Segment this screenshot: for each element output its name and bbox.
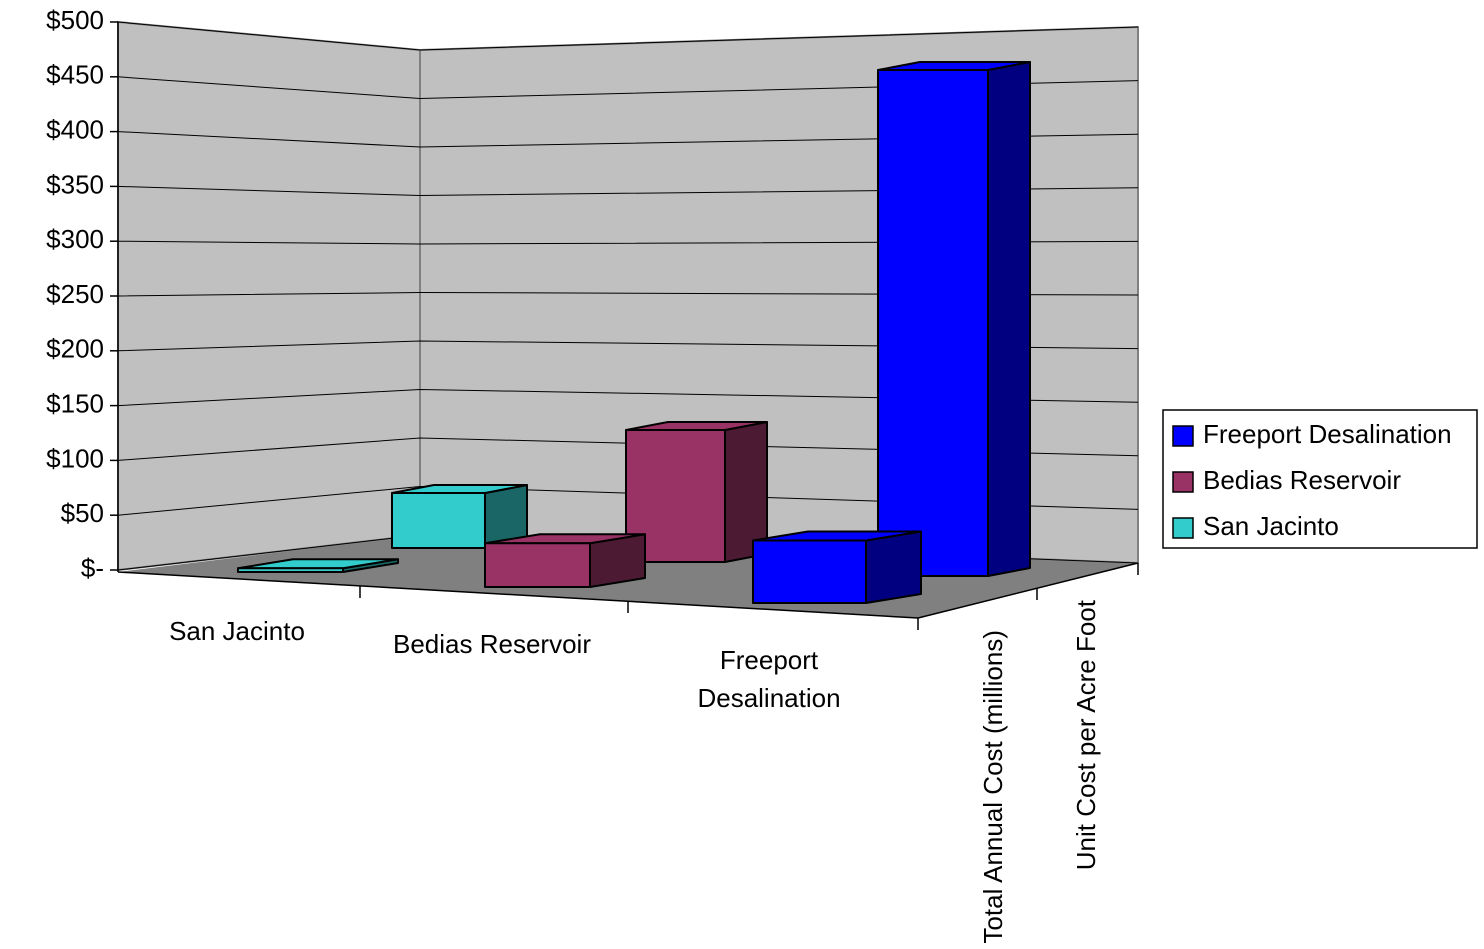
depth-label: Total Annual Cost (millions) <box>978 630 1008 944</box>
legend-label: Freeport Desalination <box>1203 419 1452 449</box>
bar-side <box>865 530 922 604</box>
x-tick-label: Freeport Desalination <box>697 645 841 713</box>
bar <box>877 69 989 577</box>
bar <box>484 542 591 588</box>
y-tick-label: $400 <box>46 114 104 144</box>
legend-box <box>1162 409 1478 549</box>
side-wall <box>117 20 421 572</box>
bar <box>237 567 344 573</box>
bar-side <box>987 61 1031 577</box>
bar <box>391 492 486 549</box>
y-tick-label: $350 <box>46 169 104 199</box>
x-axis <box>117 571 919 619</box>
legend-label: San Jacinto <box>1203 511 1339 541</box>
depth-axis <box>917 562 1139 619</box>
y-tick-label: $250 <box>46 279 104 309</box>
legend-swatch <box>1172 517 1194 539</box>
legend-swatch <box>1172 471 1194 493</box>
x-tick-label: Bedias Reservoir <box>393 629 591 659</box>
y-tick-label: $300 <box>46 224 104 254</box>
y-tick-label: $100 <box>46 443 104 473</box>
grid-line <box>117 21 1139 51</box>
y-tick-label: $200 <box>46 334 104 364</box>
legend-label: Bedias Reservoir <box>1203 465 1401 495</box>
x-tick-label: San Jacinto <box>169 616 305 646</box>
y-tick-label: $500 <box>46 5 104 35</box>
y-tick-label: $450 <box>46 60 104 90</box>
y-tick-label: $- <box>81 553 104 583</box>
y-tick-label: $150 <box>46 388 104 418</box>
depth-label: Unit Cost per Acre Foot <box>1071 599 1101 870</box>
y-tick-label: $50 <box>61 498 104 528</box>
bar <box>752 539 867 604</box>
legend-swatch <box>1172 425 1194 447</box>
